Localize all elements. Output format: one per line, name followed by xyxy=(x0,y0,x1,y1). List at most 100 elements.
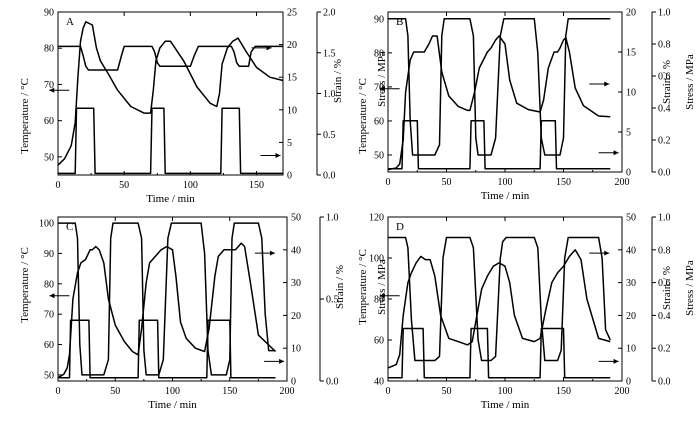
y-axis-title-strain: Strain / % xyxy=(661,266,673,310)
temp-tick-label: 80 xyxy=(44,44,54,55)
stress-tick-label: 1.0 xyxy=(326,213,339,224)
series-arrowhead xyxy=(604,81,610,87)
stress-tick-label: 0.0 xyxy=(323,171,336,182)
x-tick-label: 150 xyxy=(556,386,571,397)
stress-tick-label: 0.0 xyxy=(658,377,671,388)
x-tick-label: 200 xyxy=(615,386,630,397)
stress-tick-label: 2.0 xyxy=(323,8,336,19)
series-arrowhead xyxy=(613,358,619,364)
strain-tick-label: 0 xyxy=(287,171,292,182)
temp-tick-label: 80 xyxy=(44,279,54,290)
stress-tick-label: 0.0 xyxy=(658,168,671,179)
temp-tick-label: 70 xyxy=(44,310,54,321)
strain-tick-label: 25 xyxy=(287,8,297,19)
x-tick-label: 100 xyxy=(183,180,198,191)
stress-line xyxy=(58,319,276,379)
strain-line xyxy=(387,35,611,171)
strain-tick-label: 30 xyxy=(291,278,301,289)
x-tick-label: 50 xyxy=(442,386,452,397)
strain-tick-label: 50 xyxy=(626,213,636,224)
x-axis-title: Time / min xyxy=(481,399,530,411)
y-axis-title-temperature: Temperature / °C xyxy=(357,78,369,154)
strain-tick-label: 5 xyxy=(626,128,631,139)
y-axis-title-stress: Stress / MPa xyxy=(684,54,696,110)
temp-tick-label: 60 xyxy=(44,340,54,351)
stress-tick-label: 0.2 xyxy=(658,344,671,355)
y-axis-title-temperature: Temperature / °C xyxy=(357,249,369,325)
panel-letter: D xyxy=(396,221,404,233)
stress-tick-label: 0.5 xyxy=(323,130,336,141)
panel-letter: C xyxy=(66,221,73,233)
strain-tick-label: 50 xyxy=(291,213,301,224)
plot-frame xyxy=(387,11,623,173)
stress-tick-label: 0.4 xyxy=(658,311,671,322)
series-arrowhead xyxy=(613,150,619,156)
series-arrowhead xyxy=(604,250,610,256)
temp-tick-label: 70 xyxy=(44,80,54,91)
y-axis-title-strain: Strain / % xyxy=(332,59,344,103)
series-arrowhead xyxy=(379,293,385,299)
temp-tick-label: 60 xyxy=(374,336,384,347)
x-tick-label: 0 xyxy=(56,180,61,191)
stress-tick-label: 0.4 xyxy=(658,104,671,115)
stress-tick-label: 0.0 xyxy=(326,377,339,388)
temp-tick-label: 90 xyxy=(374,14,384,25)
strain-tick-label: 15 xyxy=(287,73,297,84)
y-axis-title-stress: Stress / MPa xyxy=(684,260,696,316)
temp-tick-label: 50 xyxy=(44,370,54,381)
strain-tick-label: 40 xyxy=(291,245,301,256)
strain-tick-label: 15 xyxy=(626,48,636,59)
x-axis-title: Time / min xyxy=(146,193,195,205)
stress-tick-label: 1.0 xyxy=(658,8,671,19)
x-axis-title: Time / min xyxy=(148,399,197,411)
strain-tick-label: 5 xyxy=(287,138,292,149)
temp-tick-label: 120 xyxy=(369,213,384,224)
y-axis-title-strain: Strain / % xyxy=(334,265,346,309)
strain-tick-label: 10 xyxy=(287,105,297,116)
stress-tick-label: 1.0 xyxy=(658,213,671,224)
strain-tick-label: 10 xyxy=(626,88,636,99)
series-arrowhead xyxy=(49,293,55,299)
series-arrowhead xyxy=(379,86,385,92)
x-tick-label: 50 xyxy=(110,386,120,397)
x-tick-label: 100 xyxy=(498,177,513,188)
temp-tick-label: 60 xyxy=(44,116,54,127)
stress-line xyxy=(58,107,283,175)
temp-tick-label: 50 xyxy=(44,152,54,163)
temp-tick-label: 90 xyxy=(44,249,54,260)
temp-tick-label: 40 xyxy=(374,377,384,388)
temperature-line xyxy=(58,222,276,376)
x-tick-label: 200 xyxy=(280,386,295,397)
series-arrowhead xyxy=(275,152,281,158)
temp-tick-label: 90 xyxy=(44,8,54,19)
series-arrowhead xyxy=(279,358,285,364)
panel-a: 0 50 100 150 50 60 70 80 90 0 5 10 15 20 25 0.0 0.5 1.0 1.… xyxy=(19,8,388,206)
strain-tick-label: 0 xyxy=(291,377,296,388)
x-tick-label: 0 xyxy=(56,386,61,397)
temperature-line xyxy=(58,45,283,71)
strain-tick-label: 20 xyxy=(287,40,297,51)
stress-tick-label: 0.6 xyxy=(658,72,671,83)
strain-tick-label: 40 xyxy=(626,245,636,256)
x-tick-label: 150 xyxy=(222,386,237,397)
x-tick-label: 200 xyxy=(615,177,630,188)
temperature-line xyxy=(388,236,611,362)
x-tick-label: 150 xyxy=(249,180,264,191)
series-arrowhead xyxy=(269,250,275,256)
x-tick-label: 100 xyxy=(165,386,180,397)
strain-line xyxy=(57,21,284,166)
stress-tick-label: 0.5 xyxy=(326,295,339,306)
strain-tick-label: 10 xyxy=(626,344,636,355)
y-axis-title-stress: Stress / MPa xyxy=(376,259,388,315)
strain-tick-label: 30 xyxy=(626,278,636,289)
x-tick-label: 50 xyxy=(119,180,129,191)
strain-line xyxy=(387,249,611,369)
strain-tick-label: 0 xyxy=(626,377,631,388)
x-axis-title: Time / min xyxy=(481,190,530,202)
temp-tick-label: 80 xyxy=(374,295,384,306)
x-tick-label: 100 xyxy=(498,386,513,397)
stress-tick-label: 0.8 xyxy=(658,245,671,256)
series-arrowhead xyxy=(49,87,55,93)
y-axis-title-temperature: Temperature / °C xyxy=(19,247,31,323)
stress-line xyxy=(388,327,611,379)
